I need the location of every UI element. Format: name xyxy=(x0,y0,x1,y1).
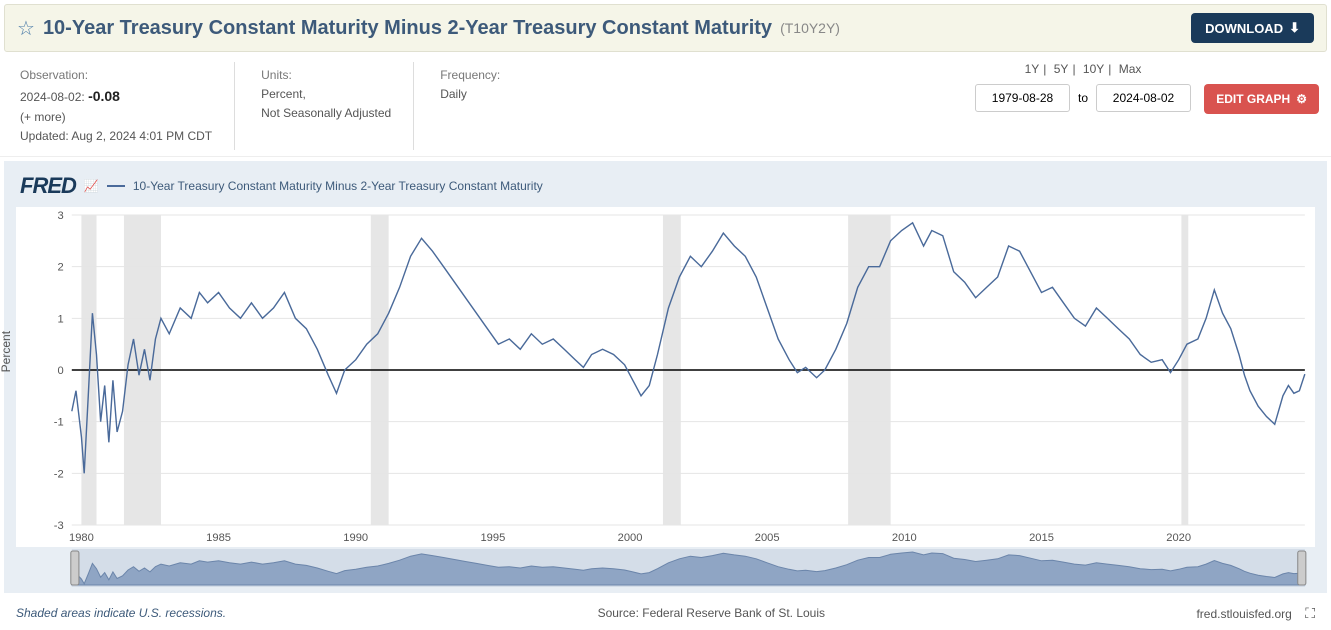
svg-text:3: 3 xyxy=(57,210,63,222)
observation-more[interactable]: (+ more) xyxy=(20,108,212,127)
svg-text:1995: 1995 xyxy=(480,532,505,544)
chart-legend: FRED 📈 10-Year Treasury Constant Maturit… xyxy=(16,169,1315,207)
download-icon: ⬇ xyxy=(1289,20,1300,36)
svg-text:-1: -1 xyxy=(54,417,64,429)
svg-text:0: 0 xyxy=(57,365,63,377)
svg-text:1980: 1980 xyxy=(69,532,94,544)
svg-text:-2: -2 xyxy=(54,468,64,480)
chart-logo-icon: 📈 xyxy=(84,179,99,193)
frequency-value: Daily xyxy=(440,85,500,104)
observation-value: -0.08 xyxy=(88,88,120,104)
date-end-input[interactable] xyxy=(1096,84,1191,112)
svg-text:1990: 1990 xyxy=(343,532,368,544)
footer-right: fred.stlouisfed.org ⛶ xyxy=(1196,605,1315,622)
svg-text:2010: 2010 xyxy=(892,532,917,544)
svg-text:-3: -3 xyxy=(54,520,64,532)
date-start-input[interactable] xyxy=(975,84,1070,112)
units-line1: Percent, xyxy=(261,85,391,104)
edit-graph-label: EDIT GRAPH xyxy=(1216,92,1290,106)
observation-line: 2024-08-02: -0.08 xyxy=(20,85,212,107)
gear-icon: ⚙ xyxy=(1296,92,1307,106)
chart-area: FRED 📈 10-Year Treasury Constant Maturit… xyxy=(4,161,1327,593)
legend-line-icon xyxy=(107,185,125,187)
svg-text:2: 2 xyxy=(57,262,63,274)
y-axis-label: Percent xyxy=(0,331,13,372)
meta-row: Observation: 2024-08-02: -0.08 (+ more) … xyxy=(0,56,1331,157)
svg-text:2020: 2020 xyxy=(1166,532,1191,544)
main-chart[interactable]: -3 -2 -1 0 1 2 3 1980 1985 1990 1995 2000 2005 2010 20… xyxy=(16,207,1315,547)
source-text: Source: Federal Reserve Bank of St. Loui… xyxy=(598,606,825,620)
edit-graph-button[interactable]: EDIT GRAPH ⚙ xyxy=(1204,84,1319,114)
svg-text:2005: 2005 xyxy=(755,532,780,544)
recession-note: Shaded areas indicate U.S. recessions. xyxy=(16,606,226,620)
date-to-label: to xyxy=(1078,91,1088,105)
range-10y[interactable]: 10Y xyxy=(1079,62,1108,76)
date-inputs: to xyxy=(975,84,1191,112)
frequency-label: Frequency: xyxy=(440,66,500,85)
expand-icon[interactable]: ⛶ xyxy=(1305,605,1315,621)
site-text: fred.stlouisfed.org xyxy=(1196,607,1291,621)
fred-logo: FRED xyxy=(20,173,76,199)
download-button[interactable]: DOWNLOAD ⬇ xyxy=(1191,13,1314,43)
range-5y[interactable]: 5Y xyxy=(1050,62,1073,76)
units-label: Units: xyxy=(261,66,391,85)
svg-text:1985: 1985 xyxy=(206,532,231,544)
range-1y[interactable]: 1Y xyxy=(1021,62,1044,76)
units-line2: Not Seasonally Adjusted xyxy=(261,104,391,123)
footer: Shaded areas indicate U.S. recessions. S… xyxy=(0,597,1331,630)
observation-col: Observation: 2024-08-02: -0.08 (+ more) … xyxy=(20,62,235,150)
favorite-star-icon[interactable]: ☆ xyxy=(17,16,35,41)
frequency-col: Frequency: Daily xyxy=(436,62,522,150)
updated-text: Updated: Aug 2, 2024 4:01 PM CDT xyxy=(20,127,212,146)
title-wrap: ☆ 10-Year Treasury Constant Maturity Min… xyxy=(17,16,840,41)
range-max[interactable]: Max xyxy=(1115,62,1146,76)
observation-label: Observation: xyxy=(20,66,212,85)
range-links: 1Y| 5Y| 10Y| Max xyxy=(1021,62,1146,76)
svg-text:2015: 2015 xyxy=(1029,532,1054,544)
navigator-chart[interactable] xyxy=(16,549,1315,587)
units-col: Units: Percent, Not Seasonally Adjusted xyxy=(257,62,414,150)
legend-series-label: 10-Year Treasury Constant Maturity Minus… xyxy=(133,179,543,193)
download-label: DOWNLOAD xyxy=(1205,21,1283,36)
series-code: (T10Y2Y) xyxy=(780,20,840,36)
svg-text:1: 1 xyxy=(57,313,63,325)
page-title: 10-Year Treasury Constant Maturity Minus… xyxy=(43,17,772,40)
observation-date: 2024-08-02: xyxy=(20,90,85,104)
page-header: ☆ 10-Year Treasury Constant Maturity Min… xyxy=(4,4,1327,52)
svg-text:2000: 2000 xyxy=(618,532,643,544)
